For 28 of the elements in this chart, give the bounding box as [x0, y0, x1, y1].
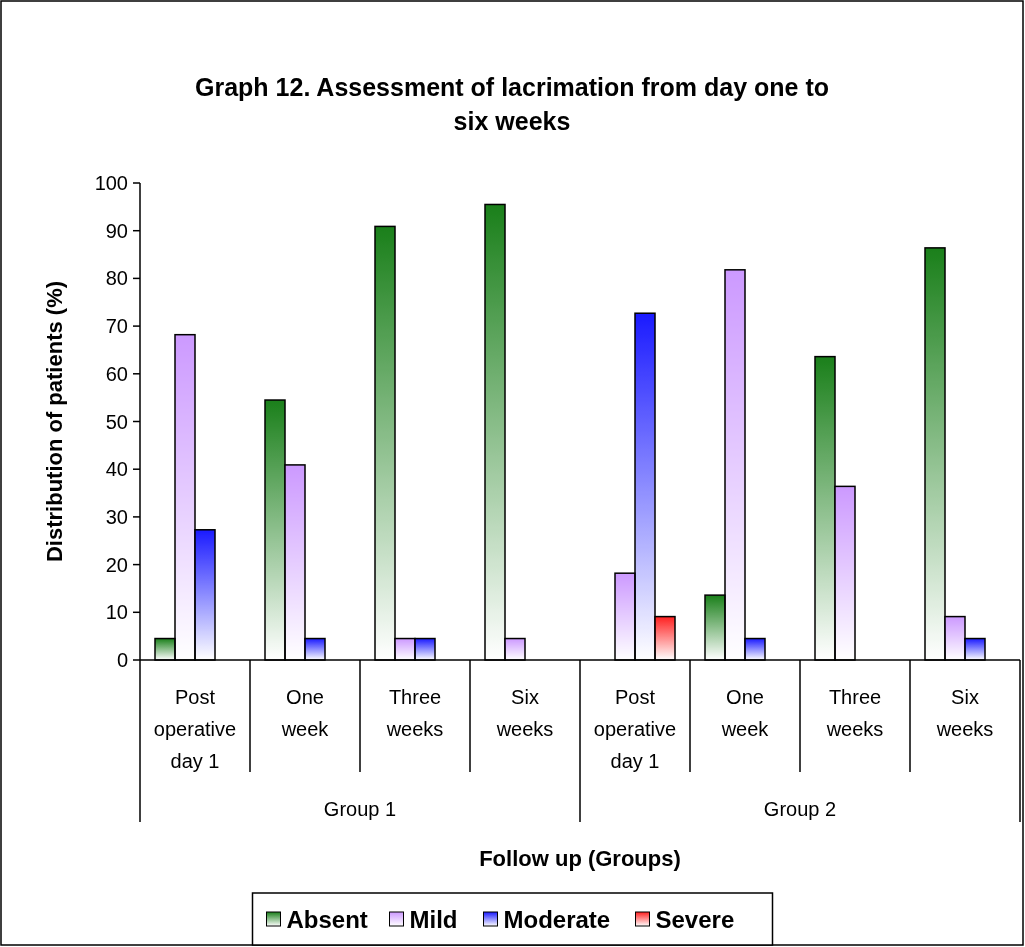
legend-label: Mild	[409, 905, 458, 933]
y-tick-label: 10	[105, 601, 128, 624]
x-tick-label: One week	[280, 686, 330, 740]
y-tick-label: 50	[105, 410, 128, 433]
y-tick-label: 100	[94, 172, 128, 194]
y-tick-label: 40	[105, 458, 128, 481]
y-tick-label: 80	[105, 267, 128, 290]
x-tick-label: Post operative day 1	[153, 686, 237, 772]
legend-label: Severe	[655, 905, 735, 933]
legend-label: Absent	[286, 905, 368, 933]
x-tick-label: Post operative day 1	[593, 686, 677, 772]
y-axis-title: Distribution of patients (%)	[42, 280, 67, 563]
y-tick-label: 0	[116, 649, 128, 671]
y-tick-label: 70	[105, 315, 128, 338]
x-tick-label: One week	[720, 686, 770, 740]
x-tick-label: Three weeks	[825, 686, 884, 740]
x-tick-label: Six weeks	[495, 686, 554, 740]
y-tick-label: 30	[105, 505, 128, 528]
text: Group 1	[323, 798, 397, 820]
x-tick-label: Three weeks	[385, 686, 444, 740]
y-tick-label: 60	[105, 362, 128, 385]
x-axis-title: Follow up (Groups)	[479, 846, 681, 871]
x-tick-label: Six weeks	[935, 686, 994, 740]
legend-label: Moderate	[503, 905, 611, 933]
y-tick-label: 20	[105, 553, 128, 576]
y-tick-label: 90	[105, 219, 128, 242]
text: Group 2	[763, 798, 837, 820]
chart-title: Graph 12. Assessment of lacrimation from day one to six weeks	[195, 73, 829, 135]
